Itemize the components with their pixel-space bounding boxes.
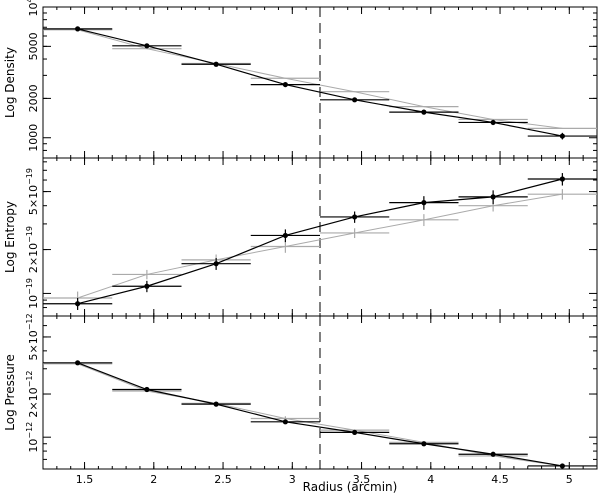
y-tick-label-exponent: −12 (25, 370, 34, 387)
y-tick-label-base: 1000 (27, 124, 40, 152)
y-tick-label: 10−19 (25, 278, 40, 309)
y-tick-label-exponent: −19 (25, 226, 34, 243)
y-tick-label: 2000 (27, 84, 40, 112)
x-tick-label: 4 (427, 473, 434, 486)
series-black (43, 360, 597, 469)
y-tick-label: 5000 (27, 32, 40, 60)
y-tick-label: 5×10−19 (25, 168, 40, 215)
data-point (352, 429, 358, 435)
series-black (43, 173, 597, 310)
series-black (43, 26, 597, 140)
data-point (490, 451, 496, 457)
series-line (77, 362, 563, 467)
y-tick-label-base: 10 (27, 3, 40, 17)
y-tick-label: 1000 (27, 124, 40, 152)
series-line (77, 178, 563, 305)
y-tick-label-base: 10 (27, 295, 40, 309)
data-point (144, 386, 150, 393)
x-tick-label: 4.5 (491, 473, 509, 486)
y-tick-label: 2×10−19 (25, 226, 40, 273)
y-tick-label-exponent: −12 (25, 313, 34, 330)
data-point (421, 109, 427, 115)
x-tick-label: 3 (289, 473, 296, 486)
y-tick-label-exponent: 4 (25, 0, 34, 3)
y-tick-label-base: 2×10 (27, 243, 40, 273)
y-tick-label-base: 5×10 (27, 185, 40, 215)
y-tick-label-exponent: −12 (25, 422, 34, 439)
data-point (282, 81, 288, 88)
y-tick-label: 2×10−12 (25, 370, 40, 417)
x-tick-label: 1.5 (76, 473, 94, 486)
data-point (75, 26, 81, 32)
data-point (282, 232, 288, 239)
data-point (213, 61, 219, 67)
y-axis-label: Log Pressure (3, 354, 17, 431)
data-point (213, 261, 219, 267)
y-tick-label-exponent: −19 (25, 278, 34, 295)
y-axis-label: Log Entropy (3, 201, 17, 273)
series-line (77, 193, 563, 299)
data-point (75, 301, 81, 307)
y-tick-label-base: 10 (27, 439, 40, 453)
series-grey (43, 189, 597, 306)
data-point (144, 283, 150, 289)
series-line (77, 28, 563, 137)
x-axis-label: Radius (arcmin) (303, 480, 398, 494)
data-point (352, 214, 358, 220)
data-point (213, 401, 219, 407)
data-point (559, 133, 565, 139)
y-tick-label-base: 5×10 (27, 330, 40, 360)
data-point (421, 200, 427, 206)
data-point (421, 441, 427, 447)
y-tick-label: 104 (25, 0, 40, 17)
data-point (490, 194, 496, 200)
data-point (75, 360, 81, 366)
x-tick-label: 2.5 (214, 473, 232, 486)
data-point (352, 97, 358, 103)
x-tick-label: 2 (150, 473, 157, 486)
data-point (282, 419, 288, 425)
y-tick-label: 10−12 (25, 422, 40, 453)
y-tick-label-base: 2000 (27, 84, 40, 112)
data-point (559, 176, 565, 182)
x-tick-label: 5 (566, 473, 573, 486)
panel-1: 1000 2000 5000 104 Log Density (3, 0, 598, 159)
data-point (144, 43, 150, 49)
data-point (559, 463, 565, 469)
y-tick-label-exponent: −19 (25, 168, 34, 185)
y-tick-label-base: 2×10 (27, 387, 40, 417)
y-tick-label-base: 5000 (27, 32, 40, 60)
y-tick-label: 5×10−12 (25, 313, 40, 360)
data-point (490, 119, 496, 126)
x-tick-label: 3.5 (353, 473, 371, 486)
y-axis-label: Log Density (3, 47, 17, 118)
